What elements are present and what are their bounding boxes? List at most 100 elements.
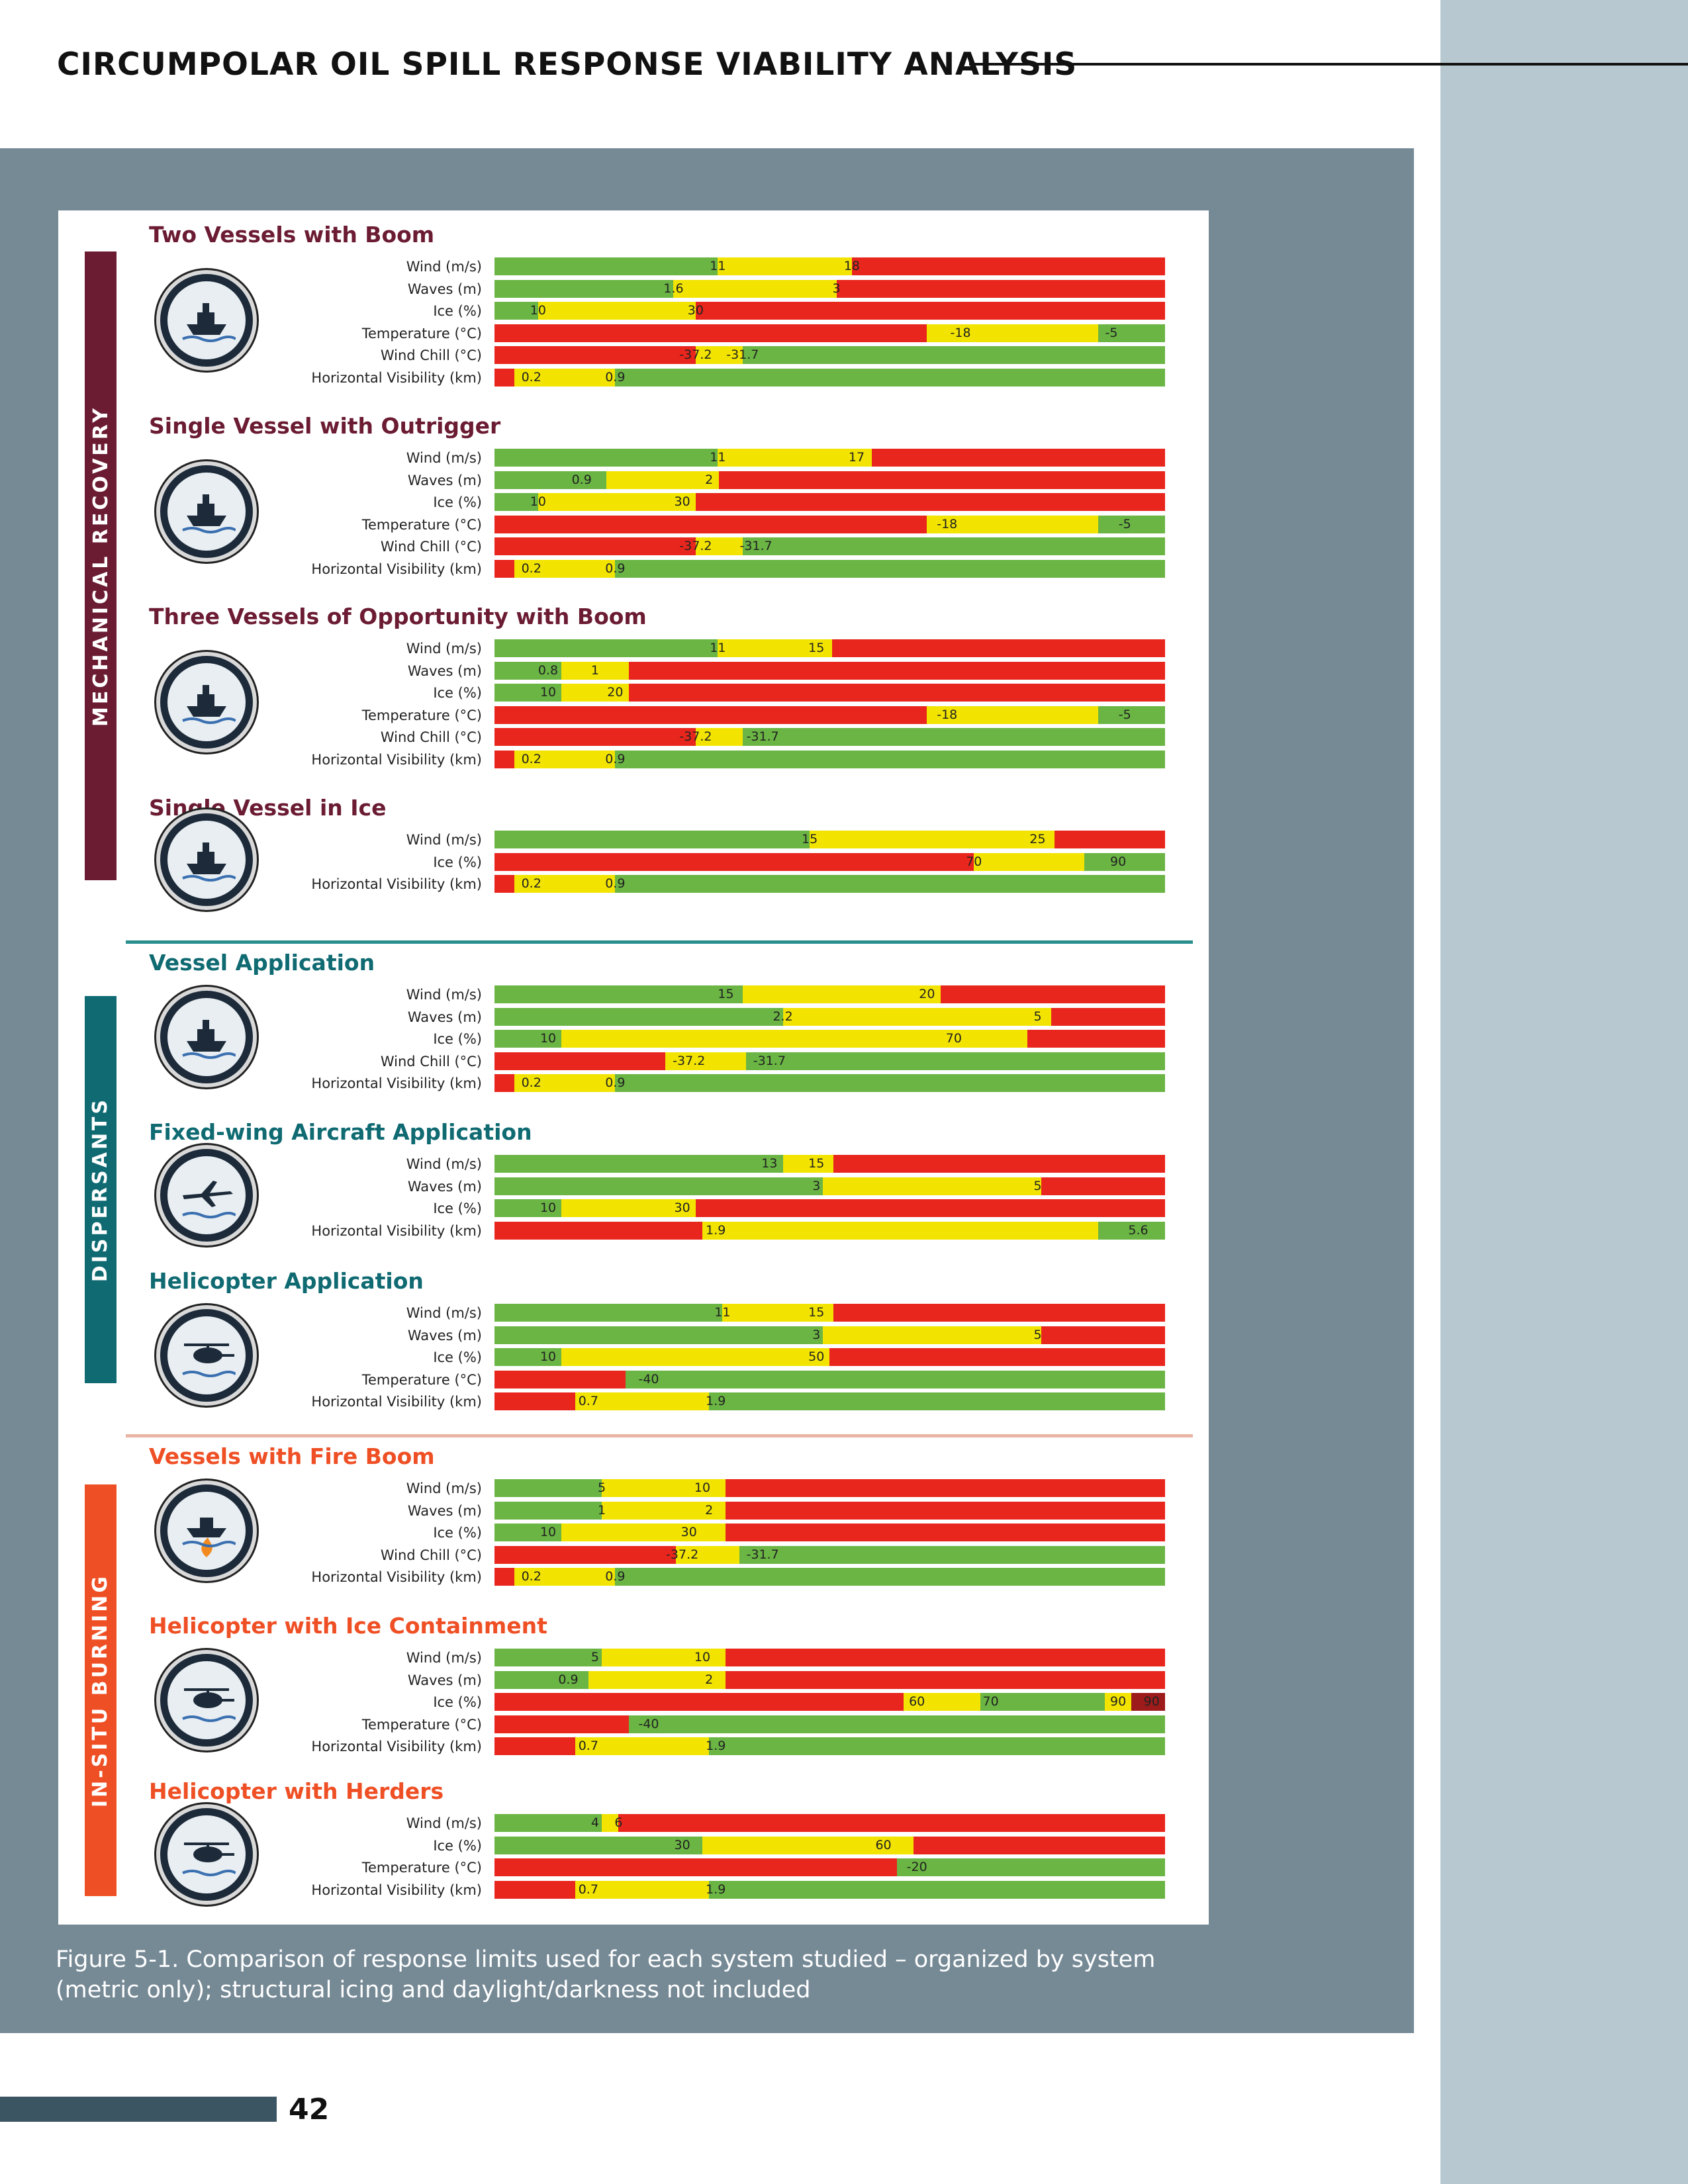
bar-segment-green [494,1836,703,1854]
threshold-label: -40 [638,1371,659,1387]
threshold-label: 0.9 [605,1569,626,1584]
bar-segment-red [833,1304,1165,1322]
threshold-label: 2.2 [773,1009,793,1024]
bar-segment-yellow [588,1670,726,1689]
bar-segment-yellow [823,1326,1041,1344]
threshold-label: 10 [539,1525,557,1539]
row-label: Temperature (°C) [361,1371,482,1388]
bar-segment-green [494,985,743,1003]
bar-segment-red [829,1348,1165,1366]
category-separator [126,1434,1193,1437]
bar-segment-green [615,750,1165,768]
threshold-label: -20 [906,1860,927,1874]
limit-bar: 70 90 [494,852,1165,871]
threshold-label: 0.2 [521,561,541,576]
threshold-label: 30 [674,494,690,509]
threshold-label: 1 [590,662,599,678]
bar-segment-yellow [561,1030,1028,1048]
row-label: Ice (%) [433,303,482,319]
row-label: Wind Chill (°C) [380,729,482,745]
threshold-label: 0.7 [578,1882,598,1897]
bar-segment-green [494,449,718,467]
bar-segment-yellow [927,705,1098,724]
bar-segment-red [494,537,696,555]
threshold-label: 20 [607,685,624,700]
bar-segment-yellow [718,639,832,657]
category-separator [126,940,1193,944]
category-label-mechanical-recovery: MECHANICAL RECOVERY [85,251,117,880]
bar-segment-yellow [602,1479,726,1497]
system-title: Vessels with Fire Boom [149,1443,435,1469]
bar-segment-green [980,1693,1105,1711]
threshold-label: -18 [937,707,958,722]
bar-segment-red [494,750,515,768]
category-label-text: MECHANICAL RECOVERY [89,405,113,727]
bar-segment-green [709,1880,1165,1899]
threshold-label: 10 [530,303,546,318]
limit-bar: 15 25 [494,831,1165,848]
bar-segment-red [494,1221,703,1240]
bar-segment-red [494,705,927,724]
threshold-label: 10 [539,1031,557,1046]
threshold-label: 60 [909,1694,925,1709]
row-label: Wind (m/s) [406,832,482,848]
limit-bar: 0.9 2 [494,1670,1165,1689]
bar-segment-green [494,493,538,511]
threshold-label: 15 [802,832,818,846]
bar-segment-red [494,324,927,342]
helicopter-icon [156,1304,257,1406]
threshold-label: 10 [539,1349,557,1364]
bar-segment-green [494,1501,602,1520]
bar-segment-green [625,1370,1165,1388]
threshold-label: -37.2 [679,729,712,744]
threshold-label: 1.6 [663,281,684,296]
bar-segment-green [739,1545,1165,1564]
bar-segment-yellow [1104,1693,1132,1711]
bar-segment-green [494,1030,562,1048]
threshold-label: 10 [539,685,557,700]
vessel-icon [156,986,257,1087]
threshold-label: 0.9 [558,1672,579,1687]
bar-segment-red [628,661,1165,680]
system-title: Single Vessel with Outrigger [149,413,501,439]
threshold-label: 30 [680,1525,697,1539]
row-label: Wind (m/s) [406,259,482,275]
bar-segment-red [494,875,515,893]
threshold-label: 15 [718,987,734,1001]
threshold-label: 11 [710,641,726,655]
threshold-label: -31.7 [746,1547,779,1562]
row-label: Horizontal Visibility (km) [311,751,482,768]
bar-segment-yellow [575,1880,710,1899]
bar-segment-yellow [702,1836,914,1854]
figure-caption: Figure 5-1. Comparison of response limit… [56,1946,1156,2003]
limit-bar: 2.2 5 [494,1007,1165,1026]
row-label: Waves (m) [407,1502,482,1519]
threshold-label: 1.9 [706,1222,726,1238]
bar-segment-red [851,257,1165,275]
bar-segment-red [726,1501,1165,1520]
threshold-label: 6 [614,1815,623,1830]
bar-segment-red [494,368,515,387]
threshold-label: 2 [705,1672,714,1687]
bar-segment-yellow [927,515,1098,533]
threshold-label: 30 [674,1837,690,1852]
limit-bar: 10 30 [494,1524,1165,1541]
bar-segment-red [494,1074,515,1092]
bar-segment-red [1027,1030,1165,1048]
threshold-label: -37.2 [666,1547,699,1562]
page-header-title: CIRCUMPOLAR OIL SPILL RESPONSE VIABILITY… [57,46,1078,83]
threshold-label: 25 [1029,832,1046,846]
bar-segment-yellow [602,1649,726,1666]
limit-bar: 0.2 0.9 [494,559,1165,578]
threshold-label: -5 [1118,707,1131,722]
bar-segment-yellow [561,1199,696,1217]
threshold-label: 0.9 [605,561,626,576]
system-title: Fixed-wing Aircraft Application [149,1119,532,1145]
bar-segment-yellow [514,1074,616,1092]
row-label: Wind (m/s) [406,1650,482,1666]
threshold-label: 10 [530,494,546,509]
threshold-label: 60 [875,1837,892,1852]
limit-bar: 5 10 [494,1479,1165,1497]
category-label-dispersants: DISPERSANTS [85,996,117,1383]
threshold-label: 2 [705,472,714,487]
